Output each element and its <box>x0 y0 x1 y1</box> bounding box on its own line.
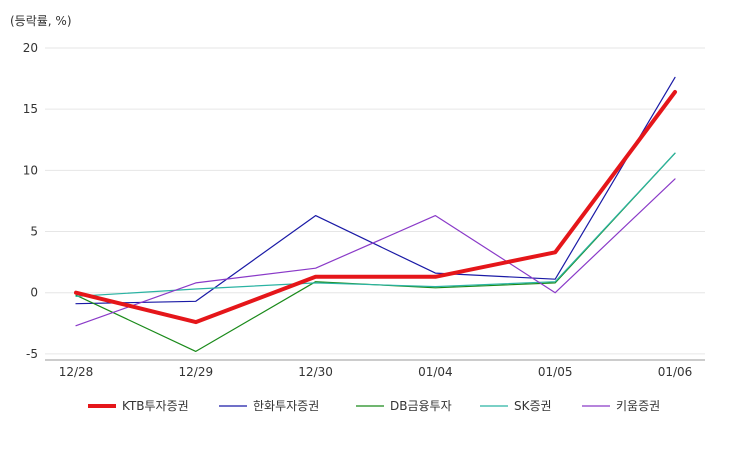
legend-label-0: KTB투자증권 <box>122 399 189 413</box>
x-tick-label: 01/06 <box>658 365 693 379</box>
x-tick-label: 12/28 <box>59 365 94 379</box>
grid-layer <box>45 47 705 355</box>
x-tick-label: 01/04 <box>418 365 453 379</box>
y-tick-label: 0 <box>30 286 38 300</box>
axis-layer: 20 15 10 5 0 -5 12/28 12/29 12/30 01/04 01/05 01/06 <box>23 41 705 379</box>
series-line-4 <box>75 178 676 327</box>
y-tick-label: 10 <box>23 163 38 177</box>
y-tick-label: 5 <box>30 225 38 239</box>
x-tick-label: 12/29 <box>179 365 214 379</box>
y-tick-label: -5 <box>26 347 38 361</box>
series-line-2 <box>75 152 676 352</box>
series-layer <box>74 76 677 352</box>
y-tick-label: 20 <box>23 41 38 55</box>
series-line-1 <box>75 76 676 305</box>
y-tick-label: 15 <box>23 102 38 116</box>
y-axis-unit-label: (등락률, %) <box>10 14 72 28</box>
legend-label-3: SK증권 <box>514 399 552 413</box>
x-tick-label: 01/05 <box>538 365 573 379</box>
legend-label-2: DB금융투자 <box>390 399 452 413</box>
legend-label-1: 한화투자증권 <box>253 399 319 413</box>
legend-label-4: 키움증권 <box>616 399 660 413</box>
x-tick-label: 12/30 <box>298 365 333 379</box>
series-line-0 <box>74 90 677 325</box>
legend: KTB투자증권 한화투자증권 DB금융투자 SK증권 키움증권 <box>88 399 660 413</box>
